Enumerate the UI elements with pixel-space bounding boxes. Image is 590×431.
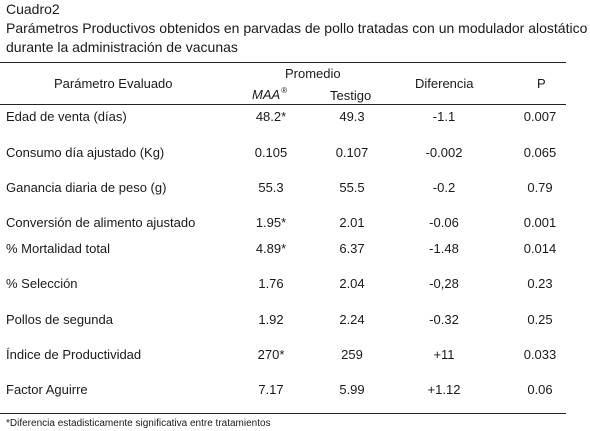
cell-difference: -0.2 — [432, 180, 456, 195]
caption-title: Cuadro2 — [6, 1, 60, 17]
cell-parameter: Conversión de alimento ajustado — [6, 215, 196, 230]
table-row: Consumo día ajustado (Kg) 0.105 0.107 -0… — [0, 145, 590, 165]
table-top-rule — [0, 62, 566, 63]
table-row: Conversión de alimento ajustado 1.95* 2.… — [0, 215, 590, 235]
cell-parameter: Factor Aguirre — [6, 382, 88, 397]
cell-difference: +11 — [433, 347, 455, 362]
cell-p: 0.79 — [527, 180, 553, 195]
cell-p: 0.23 — [527, 276, 553, 291]
cell-difference: -0.32 — [429, 312, 459, 327]
cell-parameter: Consumo día ajustado (Kg) — [6, 145, 165, 160]
cell-maa: 48.2* — [255, 109, 287, 124]
cell-maa: 7.17 — [258, 382, 284, 397]
cell-control: 55.5 — [339, 180, 365, 195]
cell-maa: 270* — [257, 347, 285, 362]
cell-parameter: Ganancia diaria de peso (g) — [6, 180, 167, 195]
cell-maa: 55.3 — [258, 180, 284, 195]
cell-parameter: Edad de venta (días) — [6, 109, 127, 124]
cell-control: 6.37 — [339, 241, 365, 256]
header-average: Promedio — [285, 66, 341, 81]
cell-p: 0.25 — [527, 312, 553, 327]
cell-maa: 4.89* — [255, 241, 287, 256]
header-parameter: Parámetro Evaluado — [54, 76, 173, 91]
header-maa-label: MAA — [252, 87, 281, 102]
table-footnote: *Diferencia estadisticamente significati… — [6, 418, 271, 429]
table-row: % Mortalidad total 4.89* 6.37 -1.48 0.01… — [0, 241, 590, 261]
cell-parameter: Índice de Productividad — [6, 347, 142, 362]
caption-line-1: Parámetros Productivos obtenidos en parv… — [6, 20, 588, 36]
caption-line-2: durante la administración de vacunas — [6, 39, 238, 55]
cell-parameter: % Selección — [6, 276, 78, 291]
header-maa: MAA® — [252, 86, 287, 102]
cell-p: 0.007 — [523, 109, 557, 124]
cell-control: 49.3 — [339, 109, 365, 124]
cell-p: 0.065 — [523, 145, 557, 160]
registered-mark: ® — [281, 86, 288, 95]
header-p: P — [537, 76, 546, 91]
table-caption: Cuadro2 Parámetros Productivos obtenidos… — [6, 0, 587, 57]
cell-control: 2.04 — [339, 276, 365, 291]
header-control: Testigo — [330, 88, 372, 103]
cell-difference: -0.06 — [429, 215, 459, 230]
cell-control: 259 — [341, 347, 363, 362]
cell-maa: 1.95* — [255, 215, 287, 230]
table-row: Edad de venta (días) 48.2* 49.3 -1.1 0.0… — [0, 109, 590, 129]
cell-difference: -1.48 — [429, 241, 459, 256]
cell-maa: 0.105 — [254, 145, 288, 160]
cell-maa: 1.92 — [258, 312, 284, 327]
header-bottom-rule — [0, 104, 566, 105]
cell-control: 0.107 — [335, 145, 369, 160]
table-row: Índice de Productividad 270* 259 +11 0.0… — [0, 347, 590, 367]
cell-p: 0.06 — [527, 382, 553, 397]
cell-p: 0.001 — [523, 215, 557, 230]
cell-parameter: Pollos de segunda — [6, 312, 113, 327]
cell-parameter: % Mortalidad total — [6, 241, 111, 256]
table-row: Pollos de segunda 1.92 2.24 -0.32 0.25 — [0, 312, 590, 332]
table-bottom-rule — [0, 413, 566, 414]
cell-maa: 1.76 — [258, 276, 284, 291]
cell-control: 2.24 — [339, 312, 365, 327]
table-row: % Selección 1.76 2.04 -0,28 0.23 — [0, 276, 590, 296]
cell-p: 0.014 — [523, 241, 557, 256]
header-difference: Diferencia — [415, 76, 474, 91]
cell-difference: -0,28 — [429, 276, 459, 291]
cell-control: 5.99 — [339, 382, 365, 397]
cell-p: 0.033 — [523, 347, 557, 362]
cell-difference: +1.12 — [427, 382, 461, 397]
cell-difference: -1.1 — [432, 109, 456, 124]
table-row: Ganancia diaria de peso (g) 55.3 55.5 -0… — [0, 180, 590, 200]
table-row: Factor Aguirre 7.17 5.99 +1.12 0.06 — [0, 382, 590, 402]
cell-difference: -0.002 — [425, 145, 463, 160]
cell-control: 2.01 — [339, 215, 365, 230]
